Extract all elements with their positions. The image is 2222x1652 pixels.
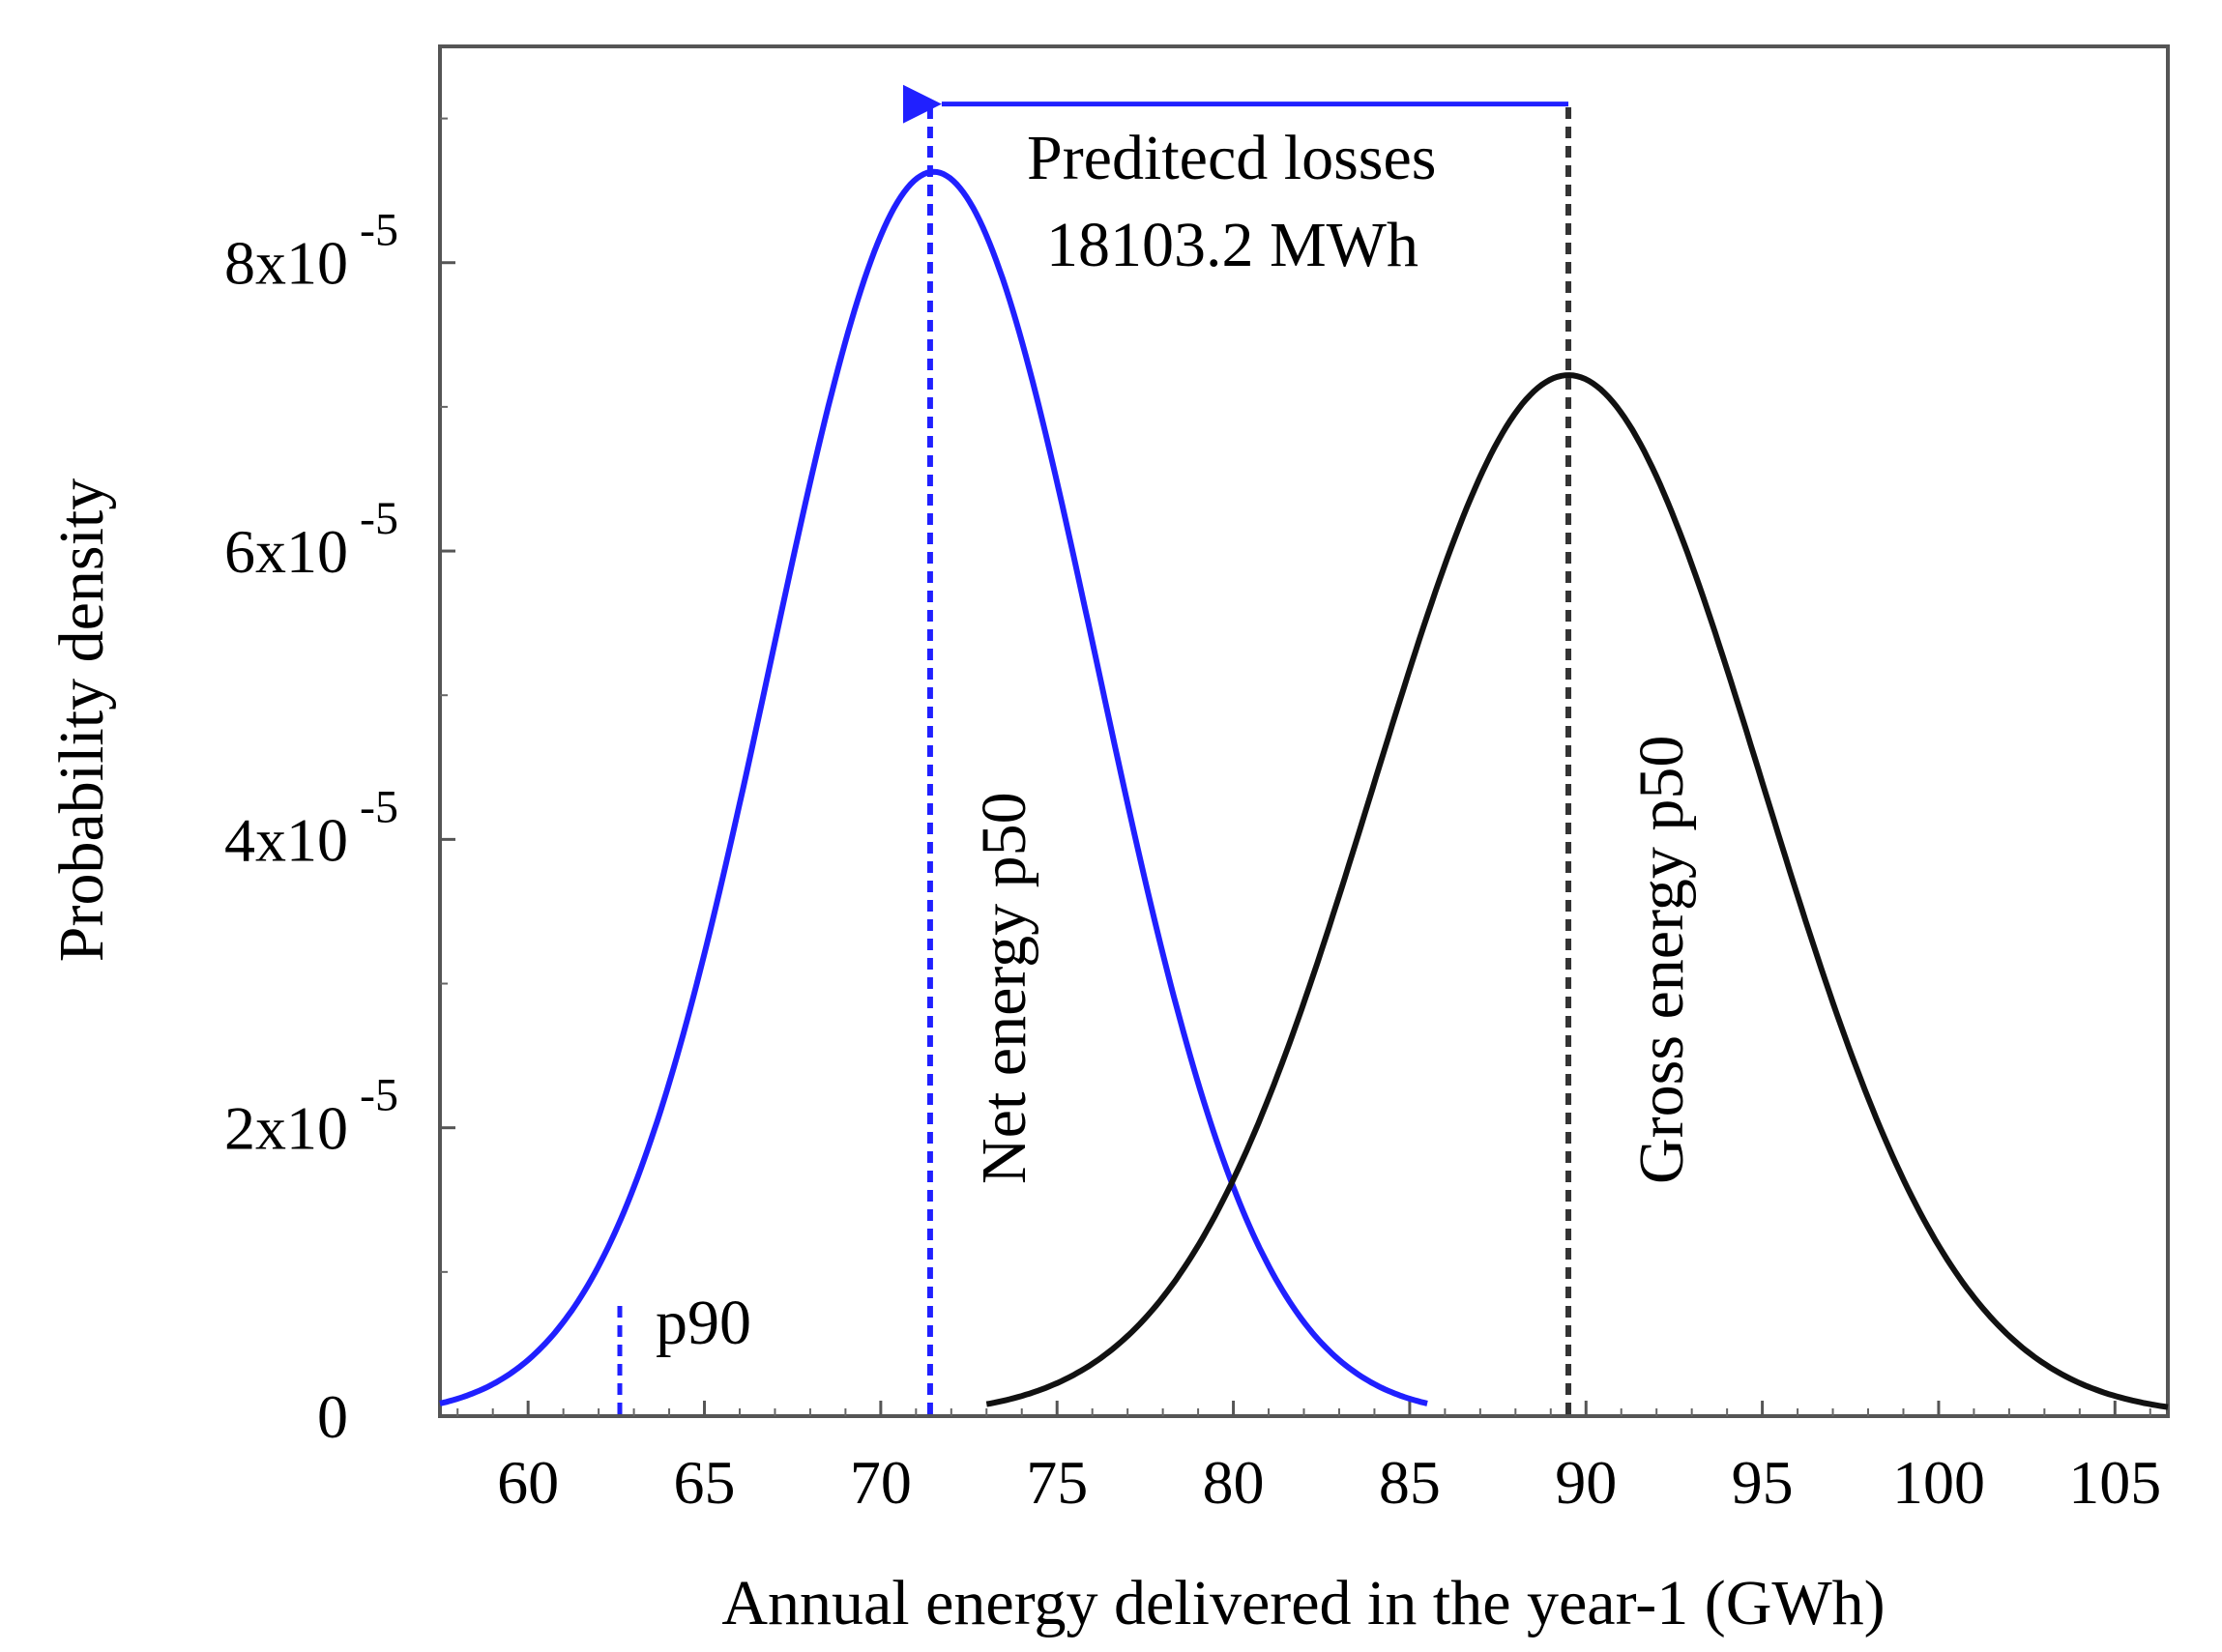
x-tick-label: 80 <box>1203 1448 1265 1517</box>
x-axis-title: Annual energy delivered in the year-1 (G… <box>721 1568 1885 1638</box>
y-tick-label: 2x10 <box>224 1094 348 1163</box>
x-tick-label: 70 <box>850 1448 912 1517</box>
x-axis-tick-labels: 60 65 70 75 80 85 90 95 100 105 <box>497 1448 2161 1517</box>
x-tick-label: 100 <box>1892 1448 1985 1517</box>
p90-label: p90 <box>656 1288 751 1358</box>
x-tick-label: 60 <box>497 1448 559 1517</box>
losses-annotation-line1: Preditecd losses <box>1027 123 1436 193</box>
series-line-1 <box>985 372 2169 1410</box>
y-tick-label: 0 <box>317 1382 348 1451</box>
net-energy-p50-label: Net energy p50 <box>969 792 1039 1184</box>
y-tick-exponent: -5 <box>360 1070 398 1121</box>
y-tick-label: 8x10 <box>224 229 348 298</box>
x-tick-label: 105 <box>2068 1448 2161 1517</box>
y-tick-exponent: -5 <box>360 205 398 256</box>
y-tick-exponent: -5 <box>360 493 398 544</box>
y-tick-exponent: -5 <box>360 781 398 832</box>
marker-lines <box>617 103 1572 1414</box>
y-axis-title: Probability density <box>46 478 117 962</box>
series-line-0 <box>439 168 1428 1406</box>
x-axis-ticks <box>456 1401 2151 1416</box>
y-tick-label: 4x10 <box>224 805 348 874</box>
x-tick-label: 90 <box>1555 1448 1617 1517</box>
x-tick-label: 65 <box>674 1448 736 1517</box>
y-axis-ticks <box>440 117 455 1418</box>
x-tick-label: 85 <box>1379 1448 1441 1517</box>
losses-annotation-line2: 18103.2 MWh <box>1046 210 1418 280</box>
series-group <box>439 168 2169 1410</box>
gross-energy-p50-label: Gross energy p50 <box>1626 736 1697 1184</box>
x-tick-label: 95 <box>1732 1448 1794 1517</box>
y-tick-label: 6x10 <box>224 517 348 586</box>
x-tick-label: 75 <box>1026 1448 1088 1517</box>
